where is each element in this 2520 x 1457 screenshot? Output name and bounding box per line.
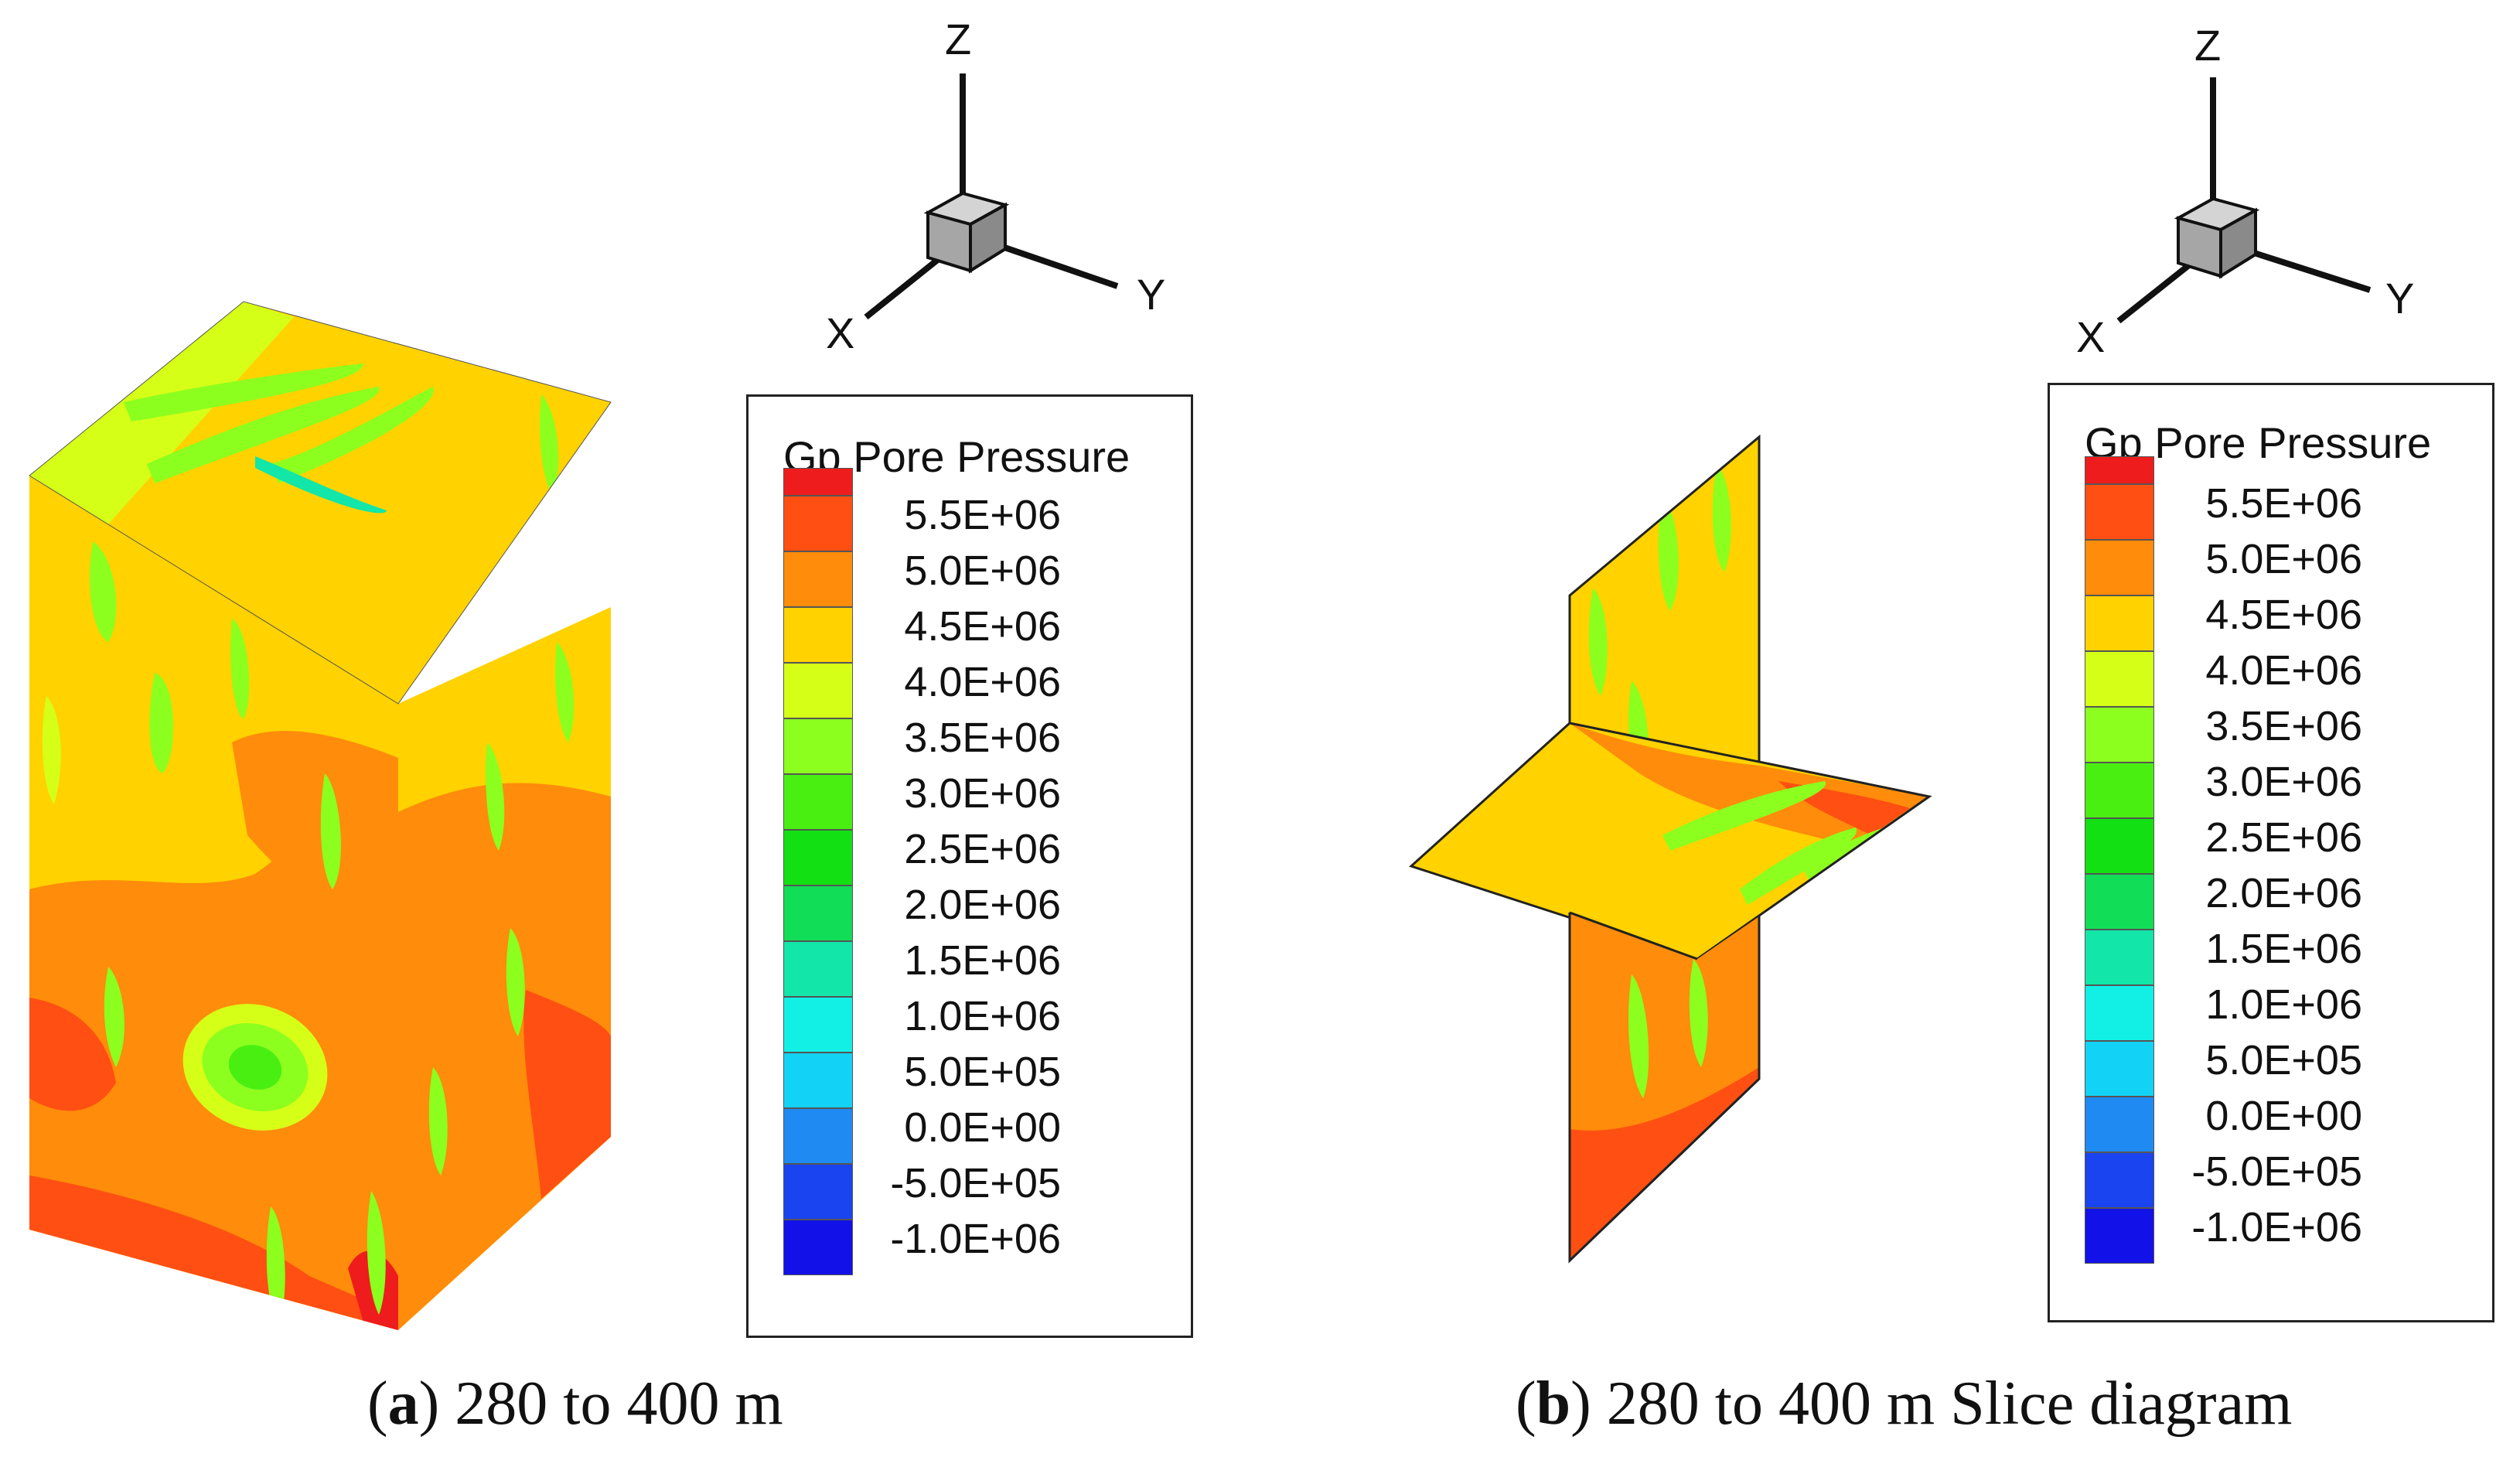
legend-swatch [783,941,853,997]
legend-swatch [783,1108,853,1164]
caption-a: (a) 280 to 400 m [367,1370,783,1438]
legend-swatch [2085,1208,2154,1264]
legend-label: 1.0E+06 [904,993,1061,1039]
legend-label: -1.0E+06 [2191,1204,2362,1251]
legend-swatch [2085,763,2154,818]
legend-label: -5.0E+05 [890,1160,1061,1206]
legend-box-a: Gp Pore Pressure 5.5E+06 5.0E+06 4.5E+06 4.… [746,394,1193,1338]
legend-label: 4.5E+06 [904,603,1061,650]
legend-swatch [783,663,853,718]
horizontal-slice [1411,723,1929,959]
legend-label: 1.0E+06 [2205,981,2362,1028]
caption-b-text: 280 to 400 m Slice diagram [1606,1370,2293,1438]
legend-swatch [783,496,853,551]
legend-swatch [2085,874,2154,930]
legend-swatch [2085,1041,2154,1097]
legend-swatch [783,1053,853,1108]
legend-swatch [2085,818,2154,874]
legend-label: 2.0E+06 [904,882,1061,928]
legend-swatch [783,885,853,941]
legend-label: 4.5E+06 [2205,592,2362,638]
axis-cube-icon [2174,196,2260,279]
legend-label: 5.0E+05 [904,1049,1061,1095]
legend-label: 1.5E+06 [2205,926,2362,972]
legend-label: 5.5E+06 [904,492,1061,538]
legend-swatch [783,718,853,774]
legend-label: 4.0E+06 [904,659,1061,705]
legend-swatch [2085,1152,2154,1208]
legend-label: -5.0E+05 [2191,1148,2362,1195]
legend-swatch [783,830,853,885]
legend-swatch [783,1220,853,1275]
legend-label: 3.0E+06 [2205,759,2362,805]
legend-swatch [783,607,853,663]
panel-a-block [29,301,612,1330]
panel-b-slices [1409,434,1932,1264]
legend-swatch [2085,707,2154,763]
legend-swatch [783,551,853,607]
legend-label: 4.0E+06 [2205,647,2362,694]
caption-a-letter: a [387,1370,419,1438]
caption-a-text: 280 to 400 m [455,1370,783,1438]
legend-swatch-top [783,468,853,496]
legend-label: 3.5E+06 [2205,703,2362,749]
axis-z-label: Z [2194,21,2221,70]
legend-label: -1.0E+06 [890,1216,1061,1262]
legend-label: 3.5E+06 [904,715,1061,761]
axis-triad-a: Z Y X [826,15,1165,357]
legend-swatch [783,1164,853,1220]
legend-swatch [2085,1097,2154,1152]
axis-x-label: X [826,309,854,357]
legend-label: 0.0E+00 [904,1104,1061,1151]
block-side-face [398,607,611,1330]
legend-label: 5.0E+06 [904,548,1061,594]
legend-swatch [783,997,853,1053]
axis-y-label: Y [1137,270,1165,319]
legend-label: 2.0E+06 [2205,870,2362,916]
legend-label: 2.5E+06 [904,826,1061,872]
legend-label: 5.5E+06 [2205,480,2362,527]
legend-box-b: Gp Pore Pressure 5.5E+06 5.0E+06 4.5E+06 4.… [2048,383,2494,1322]
legend-label: 0.0E+00 [2205,1093,2362,1139]
legend-swatch [783,774,853,830]
legend-swatch [2085,651,2154,707]
axis-triad-b: Z Y X [2076,21,2414,361]
legend-label: 2.5E+06 [2205,814,2362,861]
legend-swatch [2085,985,2154,1041]
legend-label: 3.0E+06 [904,770,1061,817]
axis-cube-icon [923,191,1010,274]
legend-label: 5.0E+05 [2205,1037,2362,1083]
legend-swatch-top [2085,456,2154,484]
legend-swatch [2085,595,2154,651]
legend-label: 5.0E+06 [2205,536,2362,582]
legend-label: 1.5E+06 [904,937,1061,984]
legend-swatch [2085,540,2154,595]
caption-b-letter: b [1536,1370,1571,1438]
legend-swatch [2085,930,2154,985]
axis-y-label: Y [2385,274,2414,322]
axis-x-label: X [2076,312,2105,361]
legend-swatch [2085,484,2154,540]
caption-b: (b) 280 to 400 m Slice diagram [1516,1370,2293,1438]
axis-z-label: Z [945,15,971,63]
